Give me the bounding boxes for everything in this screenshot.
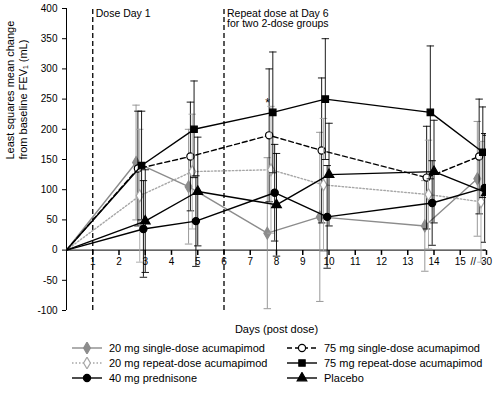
svg-text:0: 0 [52,244,58,255]
svg-text:350: 350 [41,33,58,44]
svg-text:400: 400 [41,3,58,14]
html-text:Placebo: Placebo [324,372,364,384]
svg-text:1: 1 [90,256,96,268]
svg-text:50: 50 [46,214,58,225]
svg-text:8: 8 [274,256,280,267]
html-text:75 mg repeat-dose acumapimod: 75 mg repeat-dose acumapimod [324,357,483,369]
svg-text:300: 300 [41,63,58,74]
svg-text:14: 14 [428,256,440,267]
svg-text:-50: -50 [43,275,58,286]
html-text:40 mg prednisone: 40 mg prednisone [109,372,198,384]
svg-text:Dose Day 1: Dose Day 1 [96,7,151,19]
svg-text:4: 4 [169,256,175,267]
svg-text:5: 5 [195,256,201,268]
svg-text:15: 15 [455,256,467,267]
svg-text:250: 250 [41,93,58,104]
html-text:20 mg repeat-dose acumapimod: 20 mg repeat-dose acumapimod [109,357,268,369]
svg-text:9: 9 [300,256,306,267]
svg-text:-100: -100 [37,305,57,316]
svg-text:10: 10 [323,256,335,267]
svg-text:13: 13 [402,256,414,267]
svg-text:12: 12 [376,256,388,267]
svg-text:30: 30 [480,256,493,268]
svg-text:*: * [265,96,270,110]
svg-text:11: 11 [350,256,361,267]
svg-text:200: 200 [41,124,58,135]
svg-text:7: 7 [247,256,253,267]
svg-text://: // [471,256,477,267]
svg-text:2: 2 [116,256,122,267]
svg-text:6: 6 [221,256,227,268]
html-text:75 mg single-dose acumapimod: 75 mg single-dose acumapimod [324,342,480,354]
svg-text:150: 150 [41,154,58,165]
svg-text:Repeat dose at Day 6for two 2-: Repeat dose at Day 6for two 2-dose group… [227,7,329,30]
svg-text:Least squares mean changefrom: Least squares mean changefrom baseline F… [4,21,29,160]
svg-text:Days (post dose): Days (post dose) [235,323,318,335]
html-text:20 mg single-dose acumapimod: 20 mg single-dose acumapimod [109,342,265,354]
svg-text:100: 100 [41,184,58,195]
